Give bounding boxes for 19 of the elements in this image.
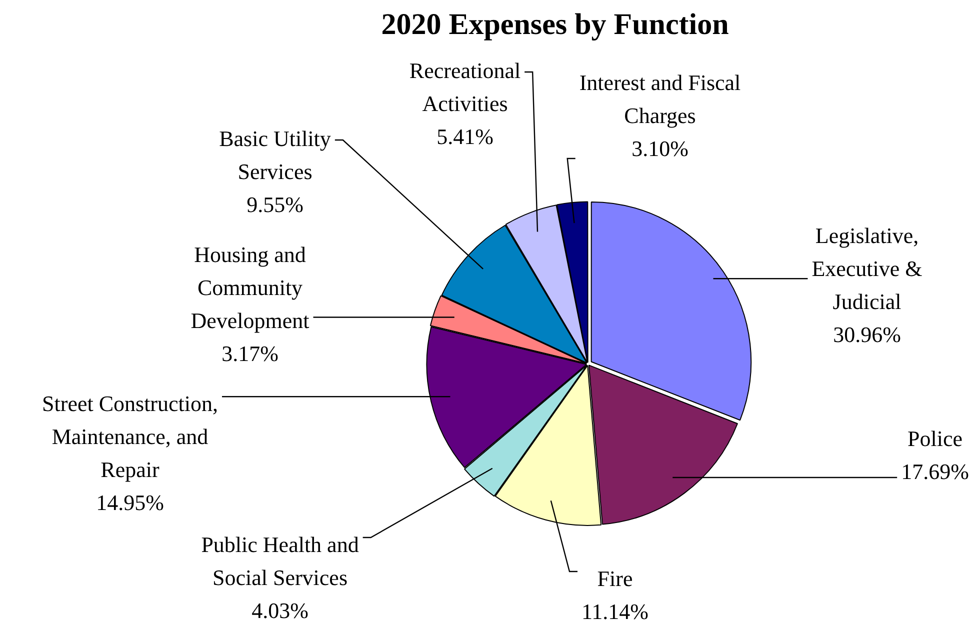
chart-title: 2020 Expenses by Function — [380, 8, 730, 42]
slice-label: Housing and Community Development — [190, 242, 310, 333]
data-label: 3.17% — [222, 340, 278, 366]
data-label: 11.14% — [581, 598, 649, 624]
data-label: 5.41% — [436, 124, 494, 149]
slice-label: Street Construction, Maintenance, and Repair — [42, 390, 218, 482]
slice-label: Fire — [597, 566, 633, 591]
slice-label: Basic Utility Services — [219, 126, 331, 184]
slice-label: Legislative, Executive & Judicial — [812, 222, 922, 314]
data-label: 14.95% — [96, 490, 164, 515]
slice-label: Police — [908, 426, 962, 451]
data-label: 17.69% — [901, 458, 969, 484]
slice-label: Interest and Fiscal Charges — [579, 70, 741, 128]
slice-label: Public Health and Social Services — [201, 532, 359, 590]
data-label: 9.55% — [246, 192, 304, 217]
data-label: 30.96% — [833, 322, 901, 347]
data-label: 3.10% — [632, 136, 688, 161]
data-label: 4.03% — [252, 598, 308, 623]
slice-label: Recreational Activities — [409, 58, 521, 116]
